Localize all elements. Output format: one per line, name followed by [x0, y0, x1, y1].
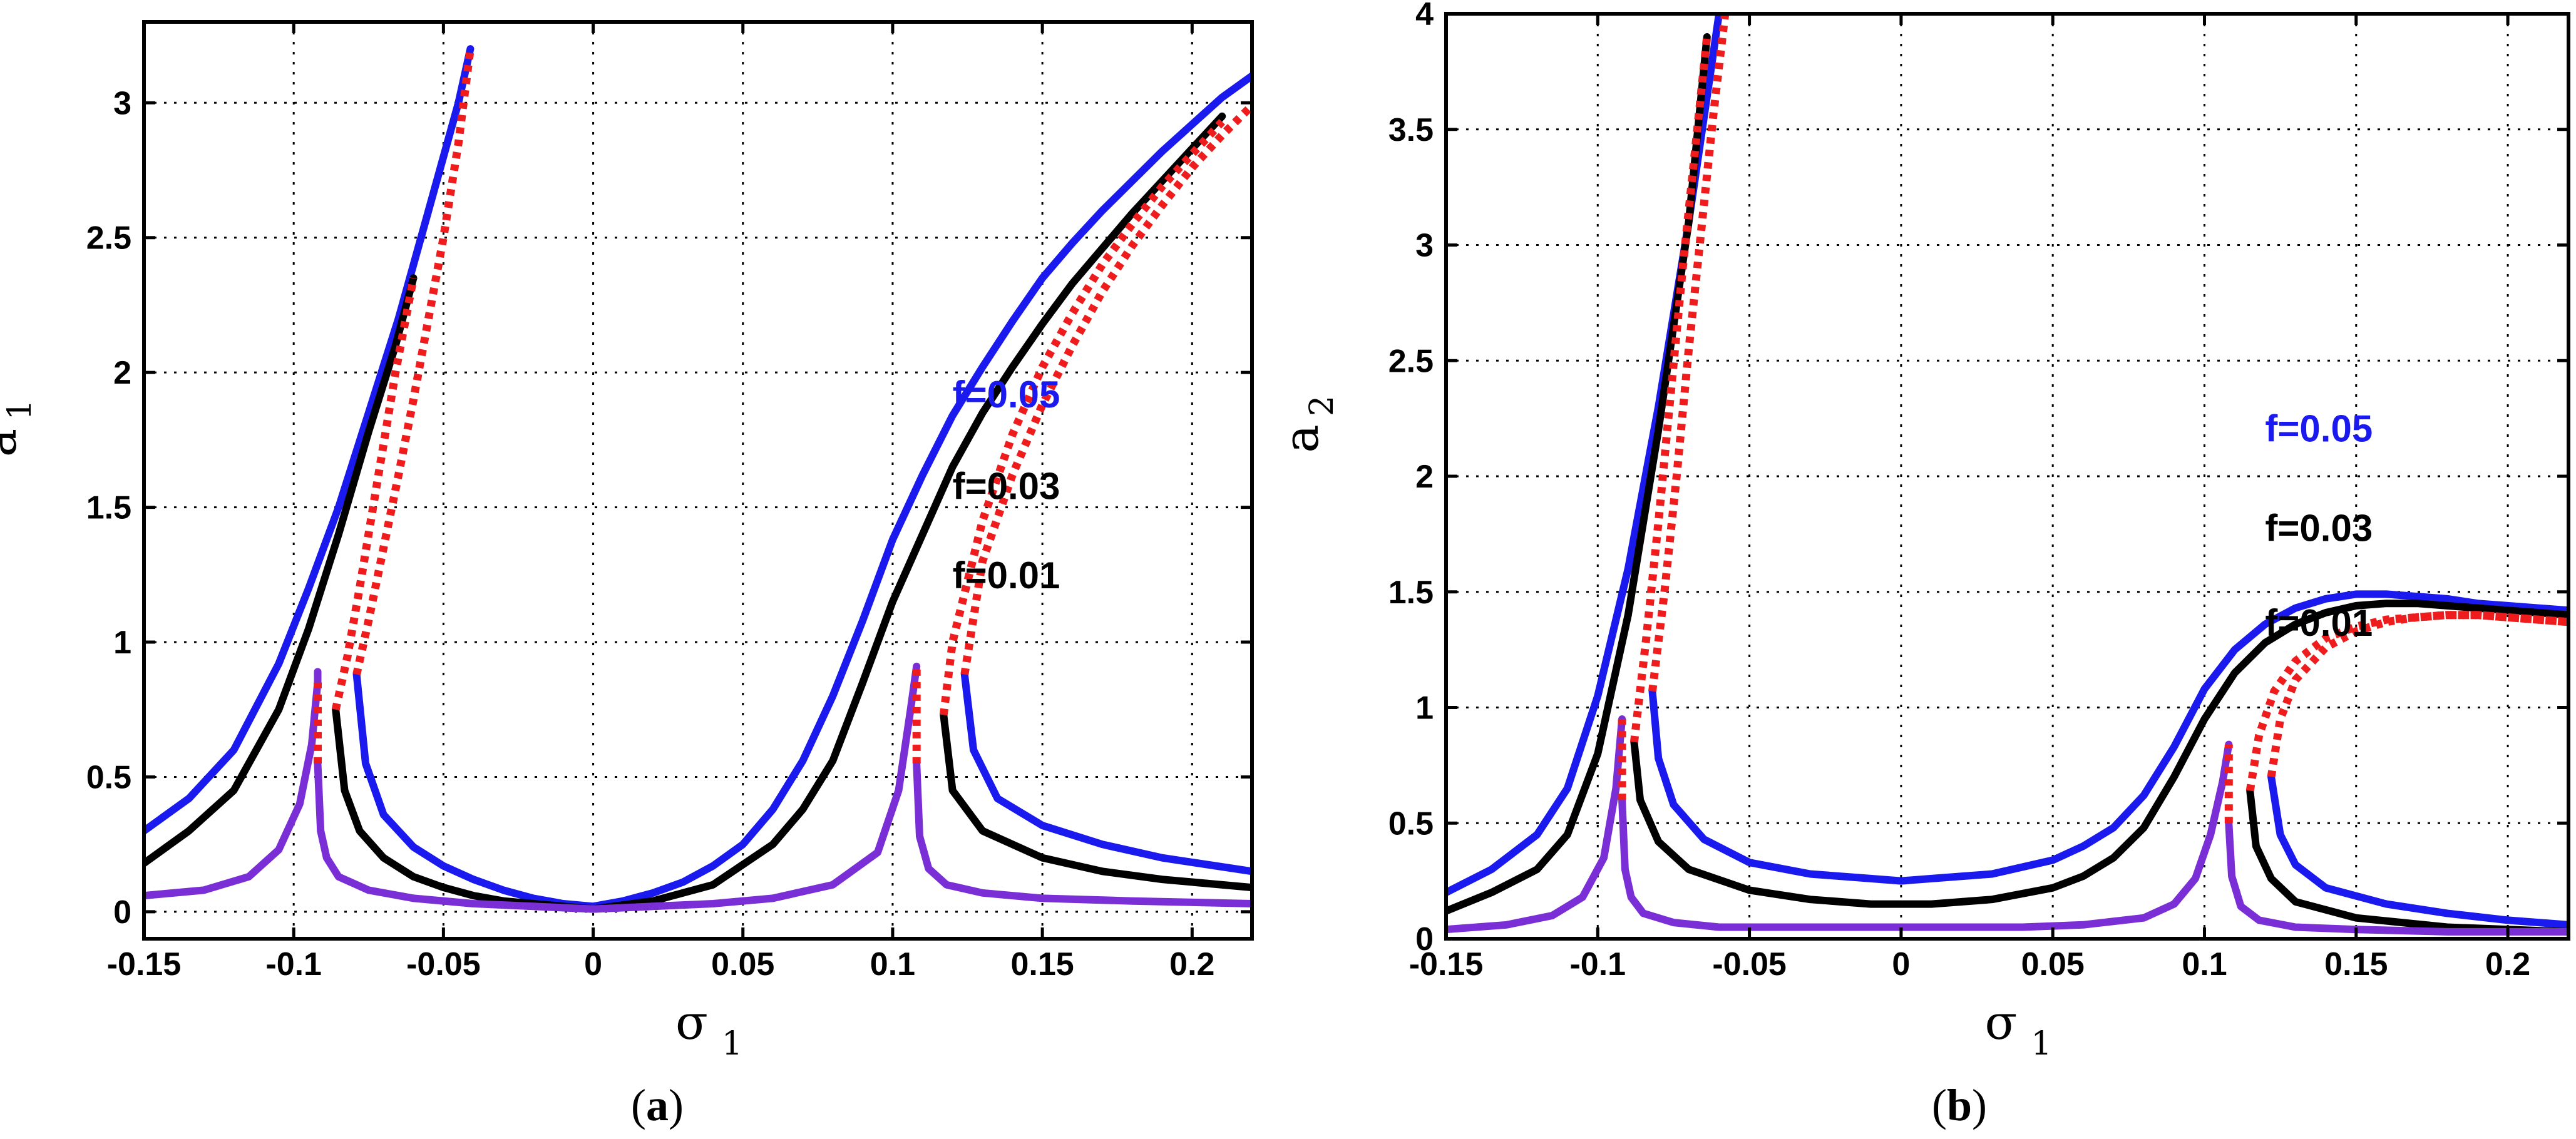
- panel-a-y-tick-label: 3: [113, 85, 131, 121]
- panel-b-y-axis-label-group: a2: [1273, 396, 1341, 453]
- panel-b-caption: (b): [1932, 1080, 1987, 1130]
- panel-a-series-line: [144, 668, 322, 900]
- panel-a-series-line: [352, 670, 597, 911]
- panel-a-x-tick-label: 0.1: [870, 946, 915, 983]
- panel-a-x-axis-label-subscript: 1: [722, 1025, 742, 1063]
- panel-b-y-tick-label: 3: [1415, 228, 1434, 264]
- panel-a-series-line: [314, 662, 921, 913]
- panel-b-plot-area: [1446, 14, 2568, 936]
- panel-a-series-line: [940, 711, 1252, 892]
- panel-a-series-line: [913, 759, 1252, 907]
- panel-b-x-tick-label: -0.1: [1569, 946, 1626, 983]
- panel-b-series-line: [1446, 715, 1626, 934]
- panel-a-y-tick-label: 0: [113, 894, 131, 931]
- panel-b-series-line: [2267, 773, 2568, 929]
- panel-a-y-axis-label-subscript: 1: [1, 399, 39, 420]
- panel-b-x-tick-label: 0.05: [2021, 946, 2085, 983]
- panel-b-legend-entry: f=0.01: [2265, 602, 2373, 644]
- panel-a-y-tick-label: 0.5: [86, 759, 131, 795]
- panel-b-y-tick-label: 1.5: [1388, 575, 1434, 611]
- panel-a-y-tick-label: 1: [113, 625, 131, 661]
- panel-a-x-axis-label: σ: [675, 994, 708, 1050]
- panel-b-x-axis-label-subscript: 1: [2031, 1025, 2052, 1063]
- panel-a-y-axis-label: a: [0, 429, 27, 457]
- panel-a-legend-entry: f=0.03: [953, 466, 1060, 508]
- panel-b: -0.15 -0.1 -0.05 0 0.05 0.1 0.15 0.2 0 0.5 1 1.5 2 2.…: [1273, 0, 2570, 1130]
- panel-b-x-tick-label: 0: [1892, 946, 1910, 983]
- panel-b-series-line: [1629, 36, 1711, 743]
- panel-a-caption: (a): [631, 1080, 684, 1130]
- panel-a-x-tick-label: 0.15: [1011, 946, 1074, 983]
- panel-b-x-tick-label: -0.05: [1712, 946, 1787, 983]
- panel-a-axes-frame: [142, 20, 1254, 941]
- panel-a-series-line: [589, 112, 1226, 913]
- panel-b-series-line: [1648, 590, 2568, 885]
- panel-b-series-line: [2225, 819, 2568, 936]
- panel-a-x-tick-label: -0.15: [107, 946, 182, 983]
- panel-b-x-tick-label: -0.15: [1409, 946, 1484, 983]
- panel-b-y-tick-label: 0.5: [1388, 805, 1434, 842]
- panel-a-series-line: [352, 48, 475, 676]
- panel-a-x-tick-label: -0.05: [406, 946, 481, 983]
- panel-b-x-tick-label: 0.1: [2182, 946, 2227, 983]
- panel-b-x-tick-label: 0.15: [2324, 946, 2388, 983]
- panel-b-series-line: [2246, 787, 2568, 936]
- panel-a-y-axis-label-group: a1: [0, 399, 39, 457]
- panel-a-series-line: [960, 102, 1252, 675]
- panel-a-series-line: [144, 45, 475, 835]
- panel-a-x-tick-label: 0: [584, 946, 602, 983]
- panel-a-series-line: [144, 274, 418, 867]
- panel-a-series-line: [589, 72, 1252, 911]
- panel-a-series-line: [331, 277, 418, 711]
- panel-a-x-tick-label: -0.1: [265, 946, 322, 983]
- panel-b-series-line: [1630, 600, 2568, 908]
- panel-b-y-tick-label: 2: [1415, 459, 1434, 495]
- panel-b-series-line: [1618, 740, 2233, 931]
- panel-b-series-line: [1648, 14, 1730, 692]
- panel-a-legend-entry: f=0.01: [953, 554, 1060, 596]
- panel-a-y-tick-label: 1.5: [86, 490, 131, 526]
- panel-a-plot-area: [144, 45, 1252, 913]
- panel-b-y-tick-label: 4: [1415, 0, 1434, 33]
- panel-a-x-tick-label: 0.2: [1169, 946, 1214, 983]
- panel-a-y-tick-label: 2.5: [86, 220, 131, 257]
- panel-b-y-tick-label: 2.5: [1388, 343, 1434, 379]
- panel-b-y-tick-label: 1: [1415, 690, 1434, 727]
- panel-b-y-tick-label: 0: [1415, 921, 1434, 958]
- panel-b-y-axis-label-subscript: 2: [1303, 396, 1341, 416]
- panel-a-y-tick-label: 2: [113, 355, 131, 391]
- panel-b-legend-entry: f=0.05: [2265, 408, 2373, 450]
- panel-b-series-line: [2245, 611, 2568, 792]
- panel-b-y-tick-label: 3.5: [1388, 112, 1434, 148]
- panel-b-y-axis-label: a: [1273, 424, 1329, 452]
- panel-a-legend-entry: f=0.05: [953, 374, 1060, 416]
- panel-a-x-tick-label: 0.05: [711, 946, 774, 983]
- panel-b-x-axis-label: σ: [1985, 994, 2018, 1050]
- panel-b-legend-entry: f=0.03: [2265, 507, 2373, 549]
- panel-a-series-line: [960, 670, 1252, 876]
- panel-b-x-tick-label: 0.2: [2485, 946, 2530, 983]
- panel-a: -0.15 -0.1 -0.05 0 0.05 0.1 0.15 0.2 0 0.5 1 1.5 2 2.…: [0, 20, 1254, 1130]
